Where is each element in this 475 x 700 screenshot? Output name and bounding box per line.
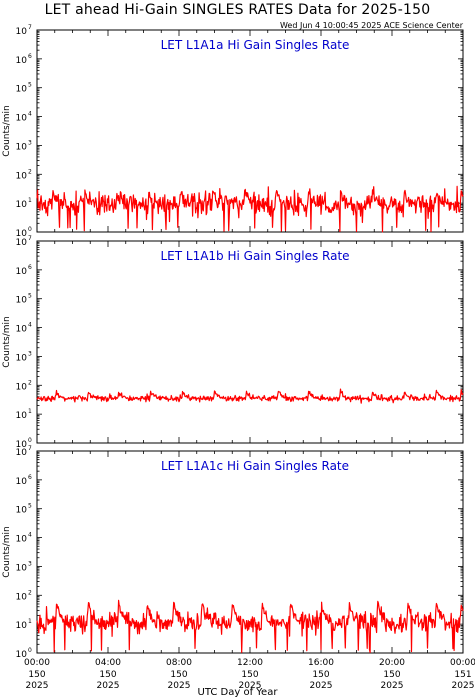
x-tick-label: 04:00 xyxy=(95,658,121,668)
y-tick-label: 10 xyxy=(16,267,28,277)
y-tick-label: 10 xyxy=(16,229,28,239)
y-tick-label: 10 xyxy=(16,411,28,421)
x-tick-label: 2025 xyxy=(26,681,49,691)
y-tick-exponent: 5 xyxy=(28,503,32,510)
y-axis-label: Counts/min xyxy=(2,105,12,156)
series-line-1 xyxy=(36,185,464,233)
y-tick-label: 10 xyxy=(16,142,28,152)
y-tick-label: 10 xyxy=(16,27,28,37)
y-tick-exponent: 4 xyxy=(28,532,32,539)
y-tick-label: 10 xyxy=(16,296,28,306)
x-tick-label: 08:00 xyxy=(166,658,192,668)
y-tick-exponent: 6 xyxy=(28,474,32,481)
x-tick-label: 2025 xyxy=(310,681,333,691)
y-tick-label: 10 xyxy=(16,171,28,181)
y-tick-label: 10 xyxy=(16,448,28,458)
page-title: LET ahead Hi-Gain SINGLES RATES Data for… xyxy=(44,2,431,18)
y-tick-label: 10 xyxy=(16,353,28,363)
y-tick-label: 10 xyxy=(16,85,28,95)
timestamp: Wed Jun 4 10:00:45 2025 ACE Science Cent… xyxy=(279,21,463,30)
panel-title: LET L1A1c Hi Gain Singles Rate xyxy=(161,459,349,473)
y-tick-label: 10 xyxy=(16,238,28,248)
y-tick-exponent: 0 xyxy=(28,437,32,444)
y-tick-label: 10 xyxy=(16,56,28,66)
y-tick-exponent: 6 xyxy=(28,264,32,271)
x-tick-label: 00:00 xyxy=(450,658,475,668)
x-tick-label: 2025 xyxy=(452,681,475,691)
y-tick-label: 10 xyxy=(16,592,28,602)
y-tick-label: 10 xyxy=(16,200,28,210)
y-tick-label: 10 xyxy=(16,477,28,487)
y-tick-exponent: 1 xyxy=(28,618,32,625)
x-tick-label: 150 xyxy=(383,670,400,680)
y-tick-label: 10 xyxy=(16,382,28,392)
y-tick-exponent: 0 xyxy=(28,226,32,233)
y-tick-exponent: 3 xyxy=(28,350,32,357)
y-tick-exponent: 2 xyxy=(28,589,32,596)
series-line-2 xyxy=(36,388,464,404)
x-tick-label: 12:00 xyxy=(237,658,263,668)
y-tick-exponent: 0 xyxy=(28,647,32,654)
y-tick-label: 10 xyxy=(16,621,28,631)
y-tick-label: 10 xyxy=(16,535,28,545)
y-tick-exponent: 3 xyxy=(28,139,32,146)
y-tick-exponent: 4 xyxy=(28,111,32,118)
y-tick-label: 10 xyxy=(16,114,28,124)
y-tick-exponent: 4 xyxy=(28,322,32,329)
y-tick-exponent: 1 xyxy=(28,408,32,415)
y-tick-exponent: 6 xyxy=(28,53,32,60)
x-tick-label: 150 xyxy=(170,670,187,680)
y-tick-exponent: 2 xyxy=(28,168,32,175)
x-tick-label: 16:00 xyxy=(308,658,334,668)
y-tick-exponent: 7 xyxy=(28,24,32,31)
y-tick-exponent: 5 xyxy=(28,293,32,300)
x-tick-label: 00:00 xyxy=(24,658,50,668)
y-tick-exponent: 2 xyxy=(28,379,32,386)
y-tick-label: 10 xyxy=(16,650,28,660)
y-tick-exponent: 3 xyxy=(28,560,32,567)
y-tick-exponent: 7 xyxy=(28,445,32,452)
x-tick-label: 151 xyxy=(454,670,471,680)
x-tick-label: 2025 xyxy=(381,681,404,691)
x-tick-label: 150 xyxy=(312,670,329,680)
x-tick-label: 20:00 xyxy=(379,658,405,668)
panel-title: LET L1A1b Hi Gain Singles Rate xyxy=(160,249,349,263)
y-axis-label: Counts/min xyxy=(2,526,12,577)
panel-title: LET L1A1a Hi Gain Singles Rate xyxy=(161,38,350,52)
x-tick-label: 150 xyxy=(241,670,258,680)
series-line-3 xyxy=(36,599,464,654)
y-tick-label: 10 xyxy=(16,506,28,516)
x-axis-title: UTC Day of Year xyxy=(197,687,278,698)
y-tick-label: 10 xyxy=(16,563,28,573)
y-tick-label: 10 xyxy=(16,325,28,335)
x-tick-label: 2025 xyxy=(239,681,262,691)
y-tick-exponent: 1 xyxy=(28,197,32,204)
x-tick-label: 2025 xyxy=(97,681,120,691)
y-tick-exponent: 5 xyxy=(28,82,32,89)
x-tick-label: 150 xyxy=(99,670,116,680)
x-tick-label: 150 xyxy=(28,670,45,680)
x-tick-label: 2025 xyxy=(168,681,191,691)
y-axis-label: Counts/min xyxy=(2,316,12,367)
plot-frame-2 xyxy=(36,240,464,444)
y-tick-label: 10 xyxy=(16,440,28,450)
y-tick-exponent: 7 xyxy=(28,235,32,242)
